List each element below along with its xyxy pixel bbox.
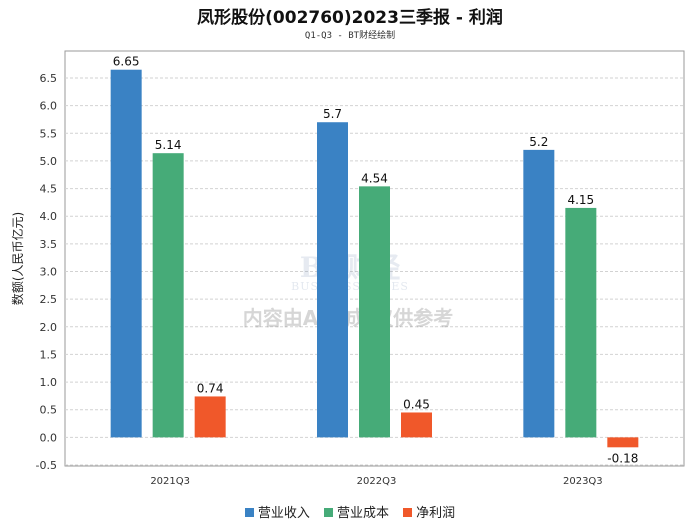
data-label: 4.54 [361, 171, 388, 185]
legend-label-cost: 营业成本 [336, 506, 389, 521]
legend-label-revenue: 营业收入 [257, 506, 310, 521]
legend-item-net-profit[interactable]: 净利润 [403, 502, 455, 521]
legend-swatch-net-profit [403, 508, 413, 517]
bar-2-0 [523, 149, 555, 438]
legend: 营业收入 营业成本 净利润 [0, 502, 700, 521]
x-tick-label: 2022Q3 [357, 476, 397, 487]
data-label: 6.65 [113, 55, 140, 69]
bar-0-2 [194, 396, 226, 438]
watermark-subtext: BUSINESS TIMES [291, 280, 409, 293]
y-tick-label: 2.5 [40, 293, 58, 306]
y-tick-label: 3.5 [40, 238, 58, 251]
x-tick-label: 2023Q3 [563, 476, 603, 487]
chart-subtitle: Q1-Q3 - BT财经绘制 [304, 31, 396, 41]
y-tick-label: 6.5 [40, 72, 58, 85]
legend-label-net-profit: 净利润 [416, 506, 456, 521]
bar-1-1 [359, 186, 390, 438]
chart-title: 凤形股份(002760)2023三季报 - 利润 [197, 8, 503, 28]
y-tick-label: 5.5 [40, 127, 58, 140]
data-label: 0.45 [403, 397, 430, 411]
bar-0-0 [110, 69, 142, 438]
bar-1-2 [401, 412, 432, 438]
y-tick-label: 2.0 [40, 321, 58, 334]
y-tick-label: -0.5 [36, 459, 57, 472]
y-tick-label: 6.0 [40, 100, 58, 113]
legend-item-cost[interactable]: 营业成本 [323, 502, 389, 521]
bar-2-2 [607, 437, 639, 448]
y-tick-label: 5.0 [40, 155, 58, 168]
data-label: 5.2 [529, 135, 548, 149]
bar-2-1 [565, 207, 597, 438]
data-label: 0.74 [197, 381, 224, 395]
data-label: -0.18 [607, 451, 638, 465]
legend-swatch-cost [323, 508, 333, 517]
y-tick-label: 4.0 [40, 210, 58, 223]
legend-swatch-revenue [244, 508, 254, 517]
bar-chart: -0.5 0.0 0.5 1.0 1.5 2.0 2.5 3.0 3.5 4.0 4.5 5.0 5.5… [10, 50, 685, 487]
data-label: 5.14 [155, 138, 182, 152]
y-tick-label: 1.5 [40, 348, 58, 361]
y-tick-label: 0.0 [40, 431, 58, 444]
y-axis-title: 数额(人民币亿元) [10, 212, 25, 305]
y-tick-label: 4.5 [40, 183, 58, 196]
legend-item-revenue[interactable]: 营业收入 [244, 502, 310, 521]
y-tick-label: 0.5 [40, 404, 58, 417]
x-tick-label: 2021Q3 [150, 476, 190, 487]
bar-1-0 [317, 122, 348, 438]
y-tick-label: 1.0 [40, 376, 58, 389]
y-tick-label: 3.0 [40, 266, 58, 279]
data-label: 4.15 [567, 193, 594, 207]
data-label: 5.7 [323, 107, 342, 121]
bar-0-1 [152, 153, 184, 438]
